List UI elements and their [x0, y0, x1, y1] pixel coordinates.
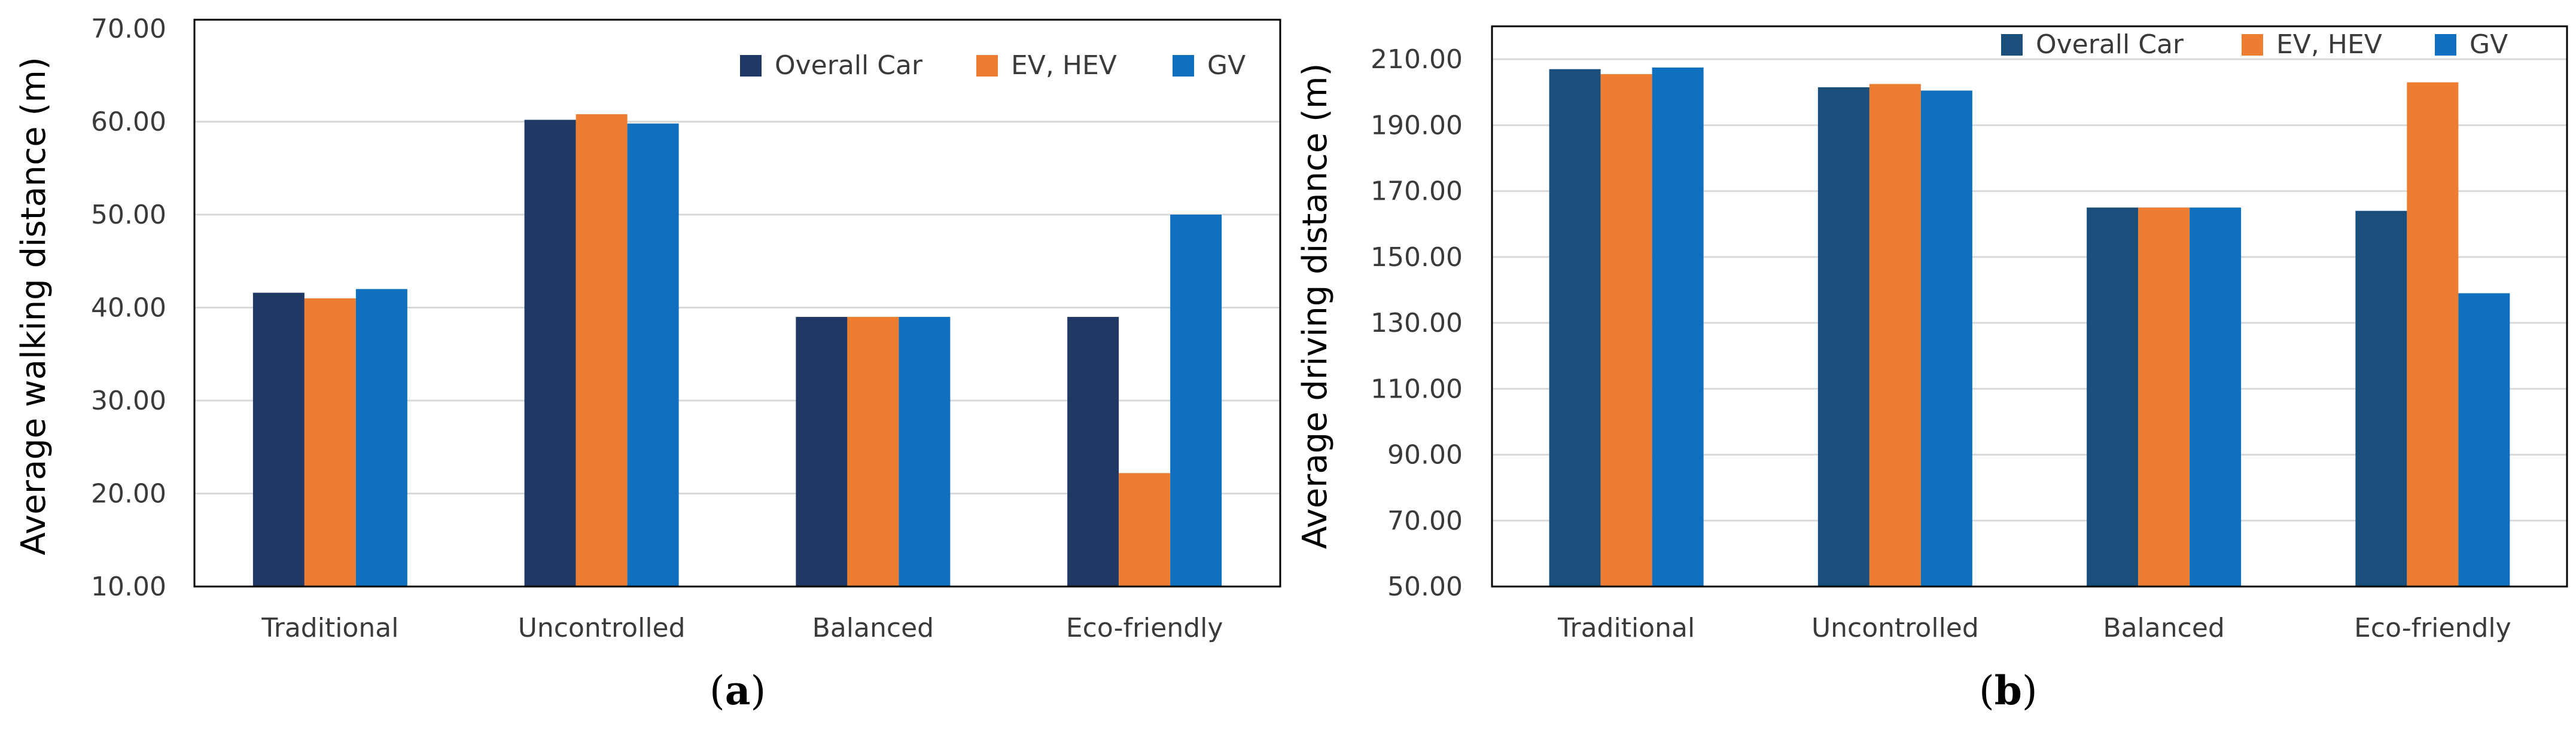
plot-frame — [1491, 25, 2568, 588]
bar-ev-hev-balanced — [847, 317, 899, 587]
bar-ev-hev-balanced — [2138, 207, 2190, 587]
caption-open-paren: ( — [710, 668, 725, 714]
legend-label: Overall Car — [775, 50, 923, 81]
bar-overall-car-balanced — [2087, 207, 2139, 587]
bar-ev-hev-uncontrolled — [1869, 84, 1921, 587]
bar-gv-traditional — [355, 289, 407, 587]
x-category-label: Eco-friendly — [2354, 613, 2511, 643]
y-axis-title: Average walking distance (m) — [14, 57, 53, 555]
y-tick-label: 150.00 — [1371, 242, 1463, 273]
legend-swatch — [2242, 34, 2263, 56]
x-category-label: Uncontrolled — [1811, 613, 1979, 643]
bar-gv-eco-friendly — [2458, 293, 2510, 587]
bar-gv-balanced — [2190, 207, 2242, 587]
legend-label: EV, HEV — [2276, 29, 2382, 60]
y-tick-label: 170.00 — [1371, 176, 1463, 207]
y-tick-label: 70.00 — [1387, 506, 1463, 536]
legend-swatch — [976, 55, 998, 77]
y-tick-label: 110.00 — [1371, 374, 1463, 404]
bar-ev-hev-traditional — [304, 298, 356, 587]
y-tick-label: 60.00 — [91, 107, 166, 138]
y-tick-label: 20.00 — [91, 479, 166, 509]
bar-ev-hev-traditional — [1600, 74, 1652, 587]
x-category-label: Uncontrolled — [518, 613, 686, 643]
y-tick-label: 30.00 — [91, 386, 166, 416]
y-tick-label: 10.00 — [91, 572, 166, 602]
panel-caption: (b) — [1979, 667, 2038, 714]
y-tick-label: 40.00 — [91, 293, 166, 323]
panel-label: a — [725, 667, 751, 714]
x-category-label: Balanced — [812, 613, 934, 643]
legend: Overall Car EV, HEV GV — [740, 50, 1246, 81]
y-tick-label: 70.00 — [91, 14, 166, 44]
caption-close-paren: ) — [2022, 668, 2038, 714]
y-tick-label: 90.00 — [1387, 440, 1463, 471]
bar-gv-eco-friendly — [1170, 215, 1222, 587]
legend-label: EV, HEV — [1011, 50, 1117, 81]
legend-swatch — [740, 55, 762, 77]
y-axis-title: Average driving distance (m) — [1296, 63, 1335, 549]
y-tick-label: 210.00 — [1371, 44, 1463, 75]
y-tick-label: 130.00 — [1371, 308, 1463, 338]
panel-label: b — [1995, 667, 2022, 714]
x-category-label: Traditional — [1557, 613, 1695, 643]
caption-open-paren: ( — [1979, 668, 1995, 714]
panel-b: 50.00 70.00 90.00 110.00 130.00 150.00 170.00 1… — [1296, 25, 2568, 714]
bar-overall-car-traditional — [252, 292, 305, 587]
x-category-label: Eco-friendly — [1066, 613, 1223, 643]
legend: Overall Car EV, HEV GV — [2001, 29, 2508, 60]
bar-overall-car-balanced — [796, 317, 848, 587]
legend-swatch — [1173, 55, 1194, 77]
legend-swatch — [2435, 34, 2456, 56]
x-category-label: Balanced — [2103, 613, 2224, 643]
caption-close-paren: ) — [751, 668, 766, 714]
panel-a: 10.00 20.00 30.00 40.00 50.00 60.00 70.00 Tradi… — [14, 14, 1281, 714]
bar-overall-car-uncontrolled — [524, 120, 576, 587]
bar-gv-uncontrolled — [627, 123, 679, 587]
legend-label: GV — [2470, 29, 2508, 60]
bar-gv-traditional — [1652, 67, 1704, 587]
y-tick-label: 50.00 — [1387, 572, 1463, 602]
plot-frame — [193, 19, 1281, 588]
legend-label: GV — [1207, 50, 1246, 81]
bar-ev-hev-eco-friendly — [2407, 82, 2459, 587]
bar-gv-balanced — [899, 317, 951, 587]
bar-overall-car-eco-friendly — [2355, 210, 2407, 587]
bar-overall-car-traditional — [1549, 69, 1601, 587]
legend-swatch — [2001, 34, 2023, 56]
bar-gv-uncontrolled — [1920, 90, 1972, 587]
panel-caption: (a) — [710, 667, 766, 714]
legend-label: Overall Car — [2036, 29, 2184, 60]
bar-ev-hev-eco-friendly — [1119, 473, 1171, 587]
y-tick-label: 190.00 — [1371, 110, 1463, 140]
bar-overall-car-eco-friendly — [1067, 317, 1119, 587]
y-tick-label: 50.00 — [91, 200, 166, 230]
x-category-label: Traditional — [261, 613, 398, 643]
bar-overall-car-uncontrolled — [1817, 87, 1869, 587]
bar-ev-hev-uncontrolled — [576, 114, 628, 587]
